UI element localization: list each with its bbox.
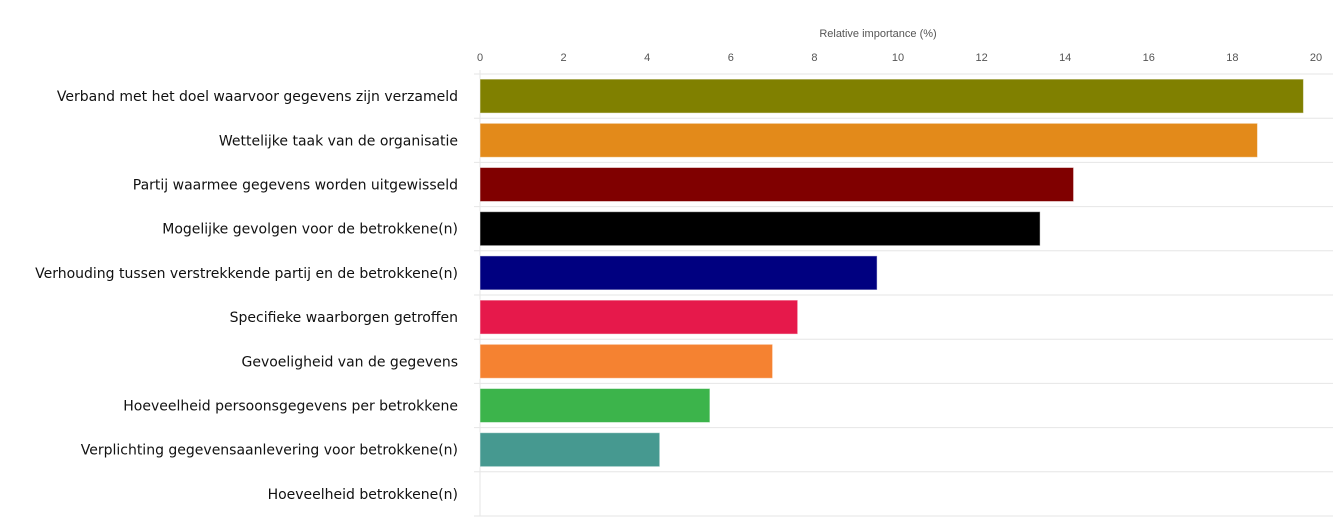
bar (479, 211, 1041, 247)
x-axis-label: Relative importance (%) (819, 28, 936, 40)
category-label: Hoeveelheid betrokkene(n) (268, 487, 458, 503)
bar (479, 343, 774, 379)
x-tick-label: 2 (561, 52, 567, 64)
category-label: Hoeveelheid persoonsgegevens per betrokk… (123, 399, 458, 415)
x-tick-label: 16 (1143, 52, 1155, 64)
bar (479, 122, 1258, 158)
category-label: Verband met het doel waarvoor gegevens z… (57, 89, 458, 105)
x-tick-label: 8 (811, 52, 817, 64)
category-label: Mogelijke gevolgen voor de betrokkene(n) (162, 222, 458, 238)
category-label: Specifieke waarborgen getroffen (230, 310, 458, 326)
bar (479, 388, 711, 423)
category-label: Wettelijke taak van de organisatie (219, 133, 458, 149)
category-label: Gevoeligheid van de gegevens (241, 354, 458, 370)
x-tick-label: 20 (1310, 52, 1322, 64)
x-tick-label: 0 (477, 52, 483, 64)
bar (479, 167, 1075, 202)
x-tick-label: 4 (644, 52, 650, 64)
bar (479, 255, 878, 291)
category-label: Partij waarmee gegevens worden uitgewiss… (133, 178, 458, 194)
bar (479, 299, 799, 335)
x-tick-label: 18 (1226, 52, 1238, 64)
category-label: Verhouding tussen verstrekkende partij e… (35, 266, 458, 282)
category-label: Verplichting gegevensaanlevering voor be… (81, 443, 458, 459)
x-tick-label: 10 (892, 52, 904, 64)
bar (479, 432, 661, 468)
x-tick-label: 6 (728, 52, 734, 64)
x-tick-label: 14 (1059, 52, 1071, 64)
bar (479, 78, 1304, 114)
x-tick-label: 12 (975, 52, 987, 64)
